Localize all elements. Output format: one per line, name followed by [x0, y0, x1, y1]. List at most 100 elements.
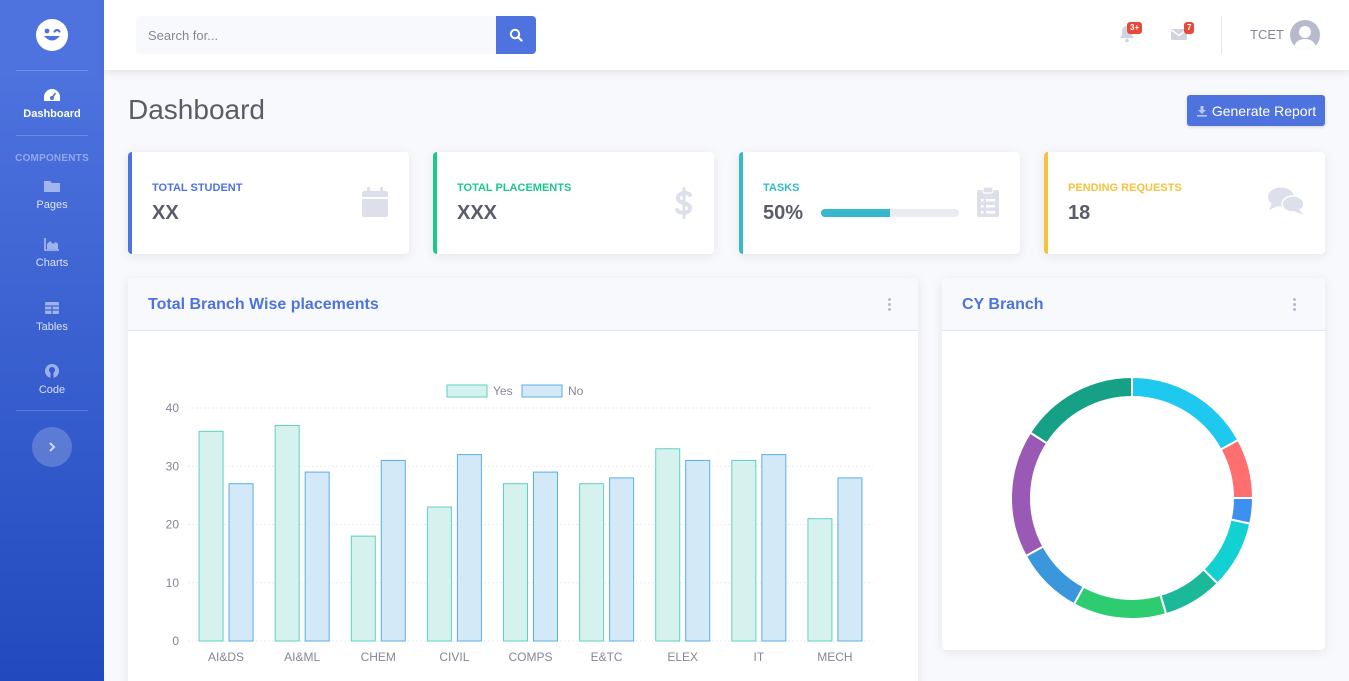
download-icon: [1196, 105, 1207, 117]
branch-placements-card: Total Branch Wise placements 0 10 20 30 40 AI…: [128, 278, 918, 681]
search-form: [136, 16, 536, 54]
search-input[interactable]: [136, 16, 496, 54]
cy-branch-donut-chart: [1010, 375, 1255, 620]
bar-no-etc[interactable]: [609, 477, 635, 642]
github-icon: [45, 363, 59, 378]
sidebar-item-dashboard[interactable]: Dashboard: [0, 71, 104, 135]
donut-slice-9[interactable]: [1028, 375, 1133, 445]
legend-swatch[interactable]: [446, 384, 488, 398]
card-header: CY Branch: [942, 278, 1325, 331]
sidebar-item-label: Dashboard: [23, 107, 81, 120]
bar-no-aids[interactable]: [228, 483, 254, 642]
messages-button[interactable]: 7: [1170, 22, 1195, 47]
x-tick-label: COMPS: [508, 650, 552, 664]
branch-placements-bar-chart: 0 10 20 30 40 AI&DS AI&ML CHEM CIVIL COMPS E&TC ELE…: [166, 384, 873, 664]
legend-swatch[interactable]: [521, 384, 563, 398]
generate-report-button[interactable]: Generate Report: [1187, 95, 1325, 126]
bar-no-comps[interactable]: [533, 471, 558, 642]
bar-no-aiml[interactable]: [304, 471, 330, 642]
bar-yes-aids[interactable]: [198, 430, 224, 642]
tasks-progress-fill: [821, 209, 890, 217]
chart-area-icon: [44, 237, 59, 251]
stat-label: Pending Requests: [1068, 182, 1182, 194]
sidebar-divider: [16, 410, 88, 411]
bar-yes-elex[interactable]: [655, 448, 681, 642]
stat-card-pending-requests: Pending Requests 18: [1044, 152, 1325, 254]
donut-slice-5[interactable]: [1159, 568, 1219, 616]
dollar-icon: [675, 187, 693, 219]
search-icon: [509, 28, 523, 42]
card-title: CY Branch: [962, 296, 1044, 313]
donut-slice-2[interactable]: [1219, 438, 1255, 499]
bar-yes-comps[interactable]: [503, 483, 528, 642]
bar-no-elex[interactable]: [685, 459, 711, 642]
y-tick-label: 30: [166, 459, 180, 473]
laugh-wink-icon: [36, 19, 68, 51]
more-options-icon[interactable]: [1293, 298, 1297, 313]
y-tick-label: 10: [166, 576, 180, 590]
bar-no-chem[interactable]: [380, 459, 406, 642]
legend-label: No: [568, 384, 584, 398]
x-tick-label: ELEX: [667, 650, 698, 664]
sidebar-item-label: Tables: [36, 320, 68, 333]
sidebar-item-label: Pages: [36, 198, 68, 211]
y-tick-label: 0: [172, 634, 179, 648]
generate-report-label: Generate Report: [1211, 102, 1317, 119]
y-tick-label: 20: [166, 518, 180, 532]
sidebar-item-tables[interactable]: Tables: [0, 284, 104, 348]
stat-value: XX: [152, 202, 179, 224]
stat-value: XXX: [457, 202, 498, 224]
more-options-icon[interactable]: [888, 298, 892, 313]
bar-no-it[interactable]: [761, 454, 787, 642]
user-name[interactable]: TCET: [1250, 27, 1284, 42]
donut-slice-1[interactable]: [1131, 375, 1240, 451]
bar-no-civil[interactable]: [456, 454, 482, 642]
stat-value: 18: [1068, 202, 1091, 224]
topbar: 3+ 7 TCET: [104, 0, 1349, 70]
tachometer-icon: [44, 88, 60, 101]
bar-yes-it[interactable]: [731, 459, 757, 642]
card-title: Total Branch Wise placements: [148, 296, 379, 313]
sidebar-item-label: Charts: [35, 256, 69, 269]
x-tick-label: MECH: [817, 650, 852, 664]
donut-slice-8[interactable]: [1010, 431, 1049, 558]
sidebar-toggle-button[interactable]: [32, 427, 72, 467]
bar-yes-etc[interactable]: [579, 483, 605, 642]
sidebar-item-charts[interactable]: Charts: [0, 220, 104, 284]
topbar-divider: [1221, 16, 1222, 54]
x-tick-label: IT: [753, 650, 764, 664]
search-button[interactable]: [496, 16, 536, 54]
y-tick-label: 40: [166, 401, 180, 415]
folder-icon: [44, 180, 60, 192]
alerts-badge: 3+: [1127, 22, 1143, 34]
messages-badge: 7: [1184, 22, 1195, 34]
clipboard-list-icon: [977, 186, 999, 217]
donut-slice-6[interactable]: [1072, 585, 1168, 620]
calendar-icon: [362, 187, 388, 217]
stat-label: Total Student: [152, 182, 243, 194]
table-icon: [45, 301, 59, 314]
comments-icon: [1268, 187, 1305, 215]
donut-slice-7[interactable]: [1024, 545, 1085, 606]
sidebar-item-code[interactable]: Code: [0, 348, 104, 410]
bar-yes-chem[interactable]: [350, 535, 376, 642]
user-icon: [1294, 26, 1316, 50]
sidebar-item-pages[interactable]: Pages: [0, 168, 104, 220]
stat-label: Total Placements: [457, 182, 572, 194]
bar-yes-civil[interactable]: [426, 506, 452, 642]
bar-yes-aiml[interactable]: [274, 424, 300, 642]
stat-label: Tasks: [763, 182, 800, 194]
avatar[interactable]: [1290, 20, 1320, 50]
sidebar-heading: Components: [15, 153, 89, 164]
sidebar: Dashboard Components Pages Charts Tables…: [0, 0, 104, 681]
donut-slice-4[interactable]: [1202, 518, 1252, 585]
bar-yes-mech[interactable]: [807, 518, 833, 642]
alerts-button[interactable]: 3+: [1119, 22, 1143, 48]
cy-branch-card: CY Branch: [942, 278, 1325, 650]
x-tick-label: AI&ML: [284, 650, 320, 664]
stat-card-total-placements: Total Placements XXX: [433, 152, 714, 254]
legend-label: Yes: [493, 384, 513, 398]
x-tick-label: CIVIL: [439, 650, 469, 664]
sidebar-brand[interactable]: [0, 0, 104, 70]
bar-no-mech[interactable]: [837, 477, 863, 642]
